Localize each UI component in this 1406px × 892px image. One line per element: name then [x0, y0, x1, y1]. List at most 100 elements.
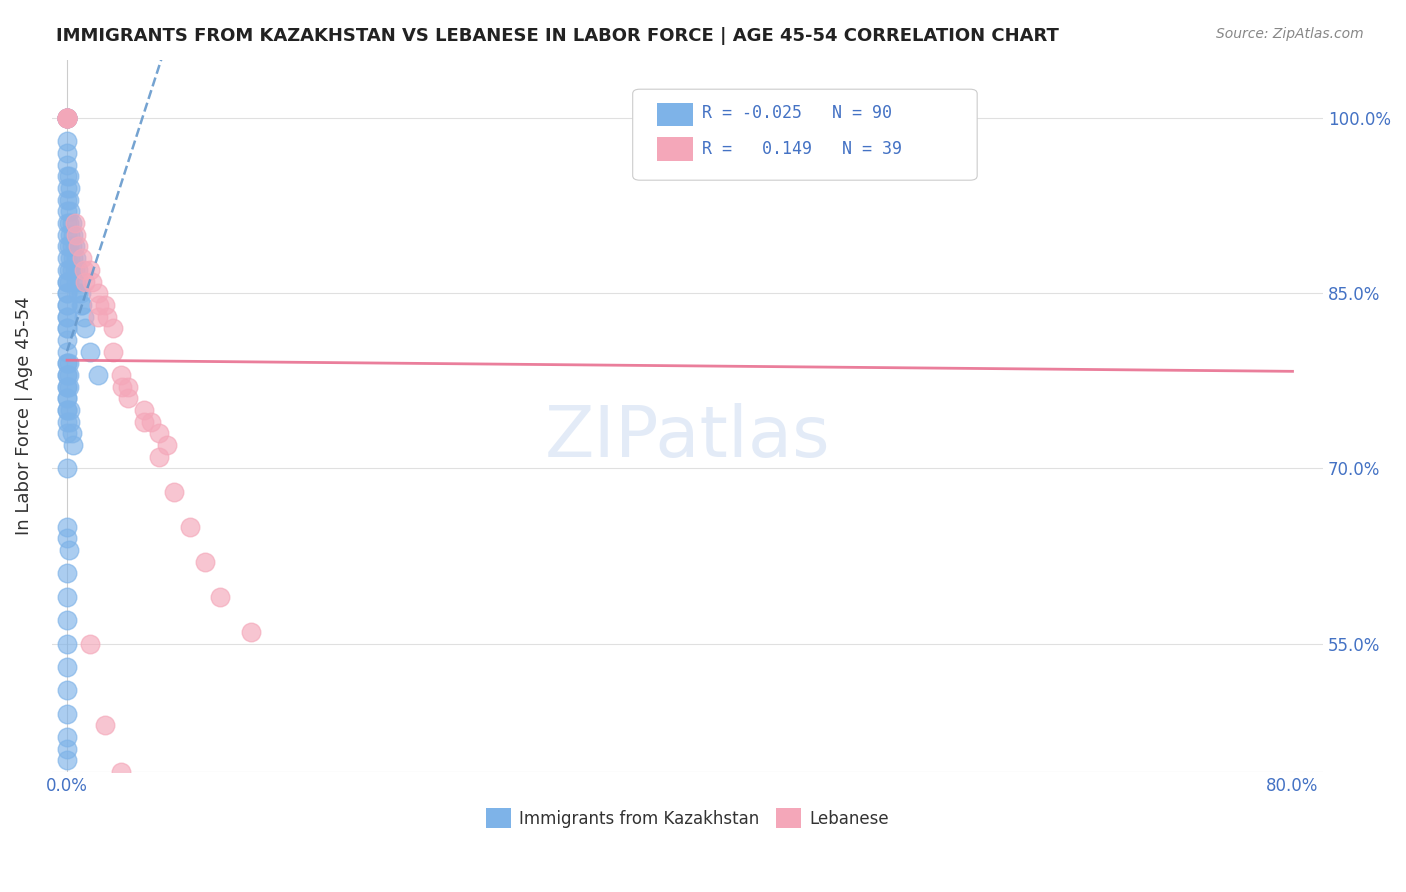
- Point: [148, 450, 170, 464]
- Point: [56, 181, 79, 195]
- Point: [56, 636, 79, 650]
- Point: [56, 590, 79, 604]
- Point: [56, 216, 79, 230]
- Point: [56, 227, 79, 242]
- Text: IMMIGRANTS FROM KAZAKHSTAN VS LEBANESE IN LABOR FORCE | AGE 45-54 CORRELATION CH: IMMIGRANTS FROM KAZAKHSTAN VS LEBANESE I…: [56, 27, 1059, 45]
- Point: [56, 706, 79, 721]
- Point: [66, 239, 89, 253]
- Point: [56, 753, 79, 767]
- Point: [58, 193, 80, 207]
- Point: [56, 415, 79, 429]
- Point: [56, 356, 79, 370]
- Point: [56, 298, 79, 312]
- Point: [58, 216, 80, 230]
- Point: [63, 216, 86, 230]
- Point: [117, 392, 139, 406]
- Point: [56, 356, 79, 370]
- Point: [63, 239, 86, 253]
- Point: [101, 344, 124, 359]
- Point: [148, 426, 170, 441]
- Point: [73, 310, 96, 324]
- Point: [56, 275, 79, 289]
- Point: [56, 239, 79, 253]
- Point: [86, 310, 108, 324]
- Point: [56, 263, 79, 277]
- Point: [58, 356, 80, 370]
- Point: [79, 344, 101, 359]
- Point: [56, 286, 79, 301]
- Point: [58, 275, 80, 289]
- Point: [56, 520, 79, 534]
- Point: [56, 111, 79, 125]
- Point: [56, 134, 79, 148]
- Point: [898, 111, 921, 125]
- Point: [56, 111, 79, 125]
- Point: [58, 239, 80, 253]
- Point: [62, 251, 84, 265]
- Point: [66, 286, 89, 301]
- Point: [56, 275, 79, 289]
- Point: [56, 298, 79, 312]
- Point: [56, 111, 79, 125]
- Point: [56, 368, 79, 382]
- Point: [56, 321, 79, 335]
- Point: [132, 403, 155, 417]
- Point: [60, 239, 83, 253]
- Point: [56, 146, 79, 161]
- Point: [94, 718, 117, 732]
- Point: [179, 520, 201, 534]
- Point: [70, 298, 93, 312]
- Point: [56, 660, 79, 674]
- Point: [59, 403, 82, 417]
- Point: [59, 204, 82, 219]
- Point: [56, 169, 79, 184]
- Text: R = -0.025   N = 90: R = -0.025 N = 90: [702, 104, 891, 122]
- Point: [56, 111, 79, 125]
- Point: [56, 532, 79, 546]
- Point: [80, 275, 103, 289]
- Point: [73, 263, 96, 277]
- Point: [56, 392, 79, 406]
- Point: [59, 227, 82, 242]
- Legend: Immigrants from Kazakhstan, Lebanese: Immigrants from Kazakhstan, Lebanese: [479, 801, 896, 835]
- Point: [163, 484, 186, 499]
- Point: [75, 321, 97, 335]
- Point: [239, 624, 262, 639]
- Point: [65, 275, 87, 289]
- Point: [56, 111, 79, 125]
- Point: [65, 251, 87, 265]
- Point: [56, 379, 79, 393]
- Point: [65, 227, 87, 242]
- Point: [79, 263, 101, 277]
- Point: [56, 111, 79, 125]
- Point: [56, 344, 79, 359]
- Point: [56, 111, 79, 125]
- Point: [56, 379, 79, 393]
- Point: [94, 298, 117, 312]
- Point: [156, 438, 179, 452]
- Point: [58, 543, 80, 558]
- Point: [56, 461, 79, 475]
- Point: [194, 555, 217, 569]
- Point: [56, 310, 79, 324]
- Point: [56, 426, 79, 441]
- Point: [56, 613, 79, 627]
- Point: [141, 415, 163, 429]
- Point: [60, 216, 83, 230]
- Point: [56, 392, 79, 406]
- Point: [58, 169, 80, 184]
- Point: [96, 310, 118, 324]
- Point: [209, 590, 232, 604]
- Point: [72, 298, 94, 312]
- Point: [56, 286, 79, 301]
- Point: [56, 741, 79, 756]
- Point: [56, 368, 79, 382]
- Point: [79, 636, 101, 650]
- Point: [86, 286, 108, 301]
- Point: [75, 275, 97, 289]
- Point: [62, 227, 84, 242]
- Point: [110, 765, 132, 780]
- Y-axis label: In Labor Force | Age 45-54: In Labor Force | Age 45-54: [15, 296, 32, 535]
- Point: [56, 204, 79, 219]
- Point: [56, 193, 79, 207]
